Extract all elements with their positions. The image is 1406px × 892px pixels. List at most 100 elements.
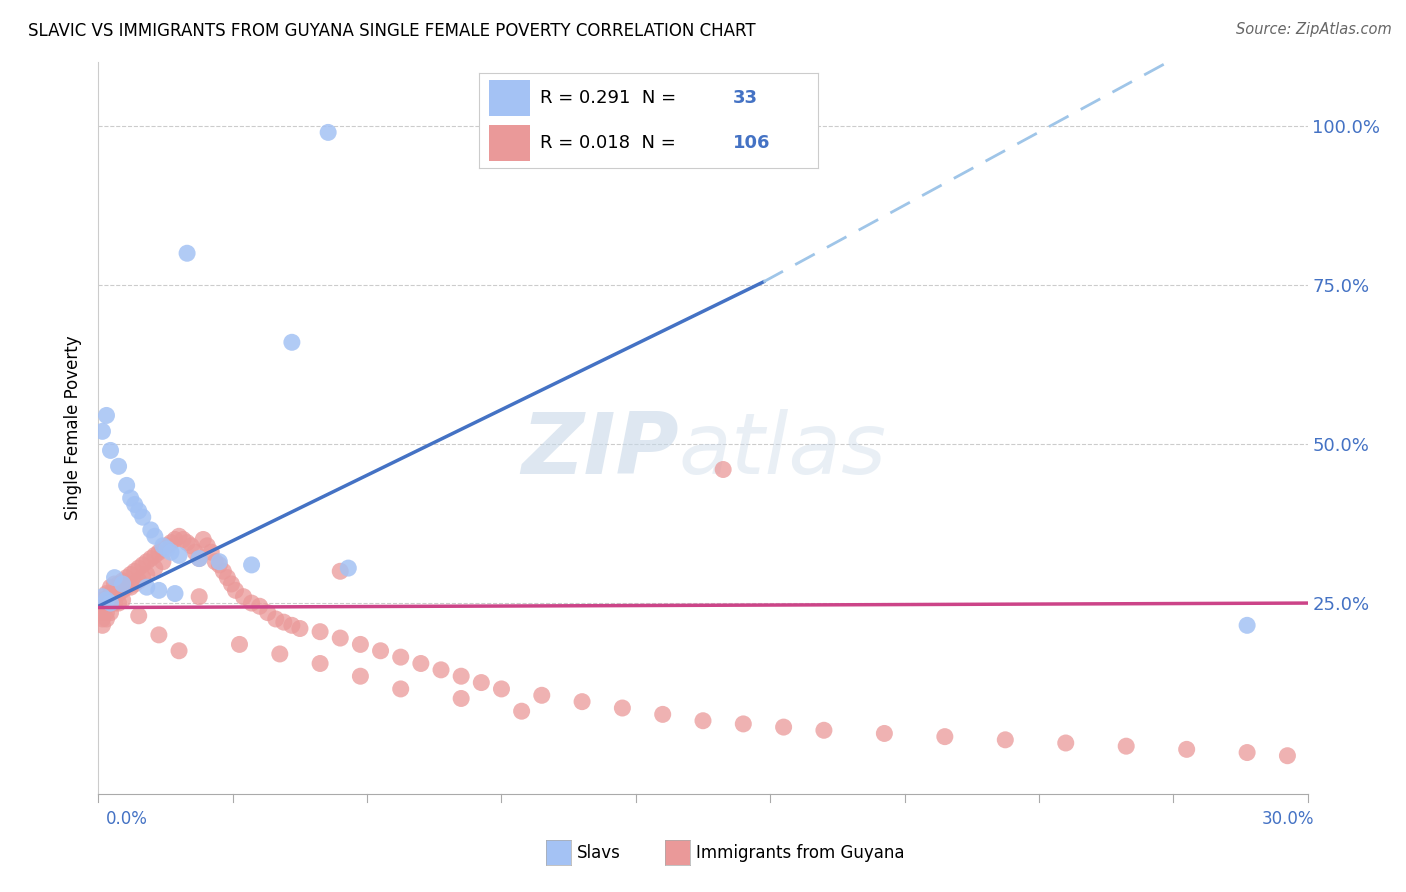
Point — [96, 409, 118, 423]
Text: 0.0%: 0.0% — [105, 810, 148, 828]
Text: 30.0%: 30.0% — [1263, 810, 1315, 828]
Point — [273, 615, 295, 629]
Point — [128, 608, 150, 623]
Text: atlas: atlas — [679, 409, 887, 491]
Point — [316, 125, 339, 139]
Point — [100, 606, 122, 620]
Point — [772, 720, 794, 734]
Point — [96, 612, 118, 626]
Point — [128, 561, 150, 575]
Point — [337, 561, 360, 575]
Point — [994, 732, 1017, 747]
Point — [91, 612, 114, 626]
Text: Source: ZipAtlas.com: Source: ZipAtlas.com — [1236, 22, 1392, 37]
Point — [184, 545, 207, 559]
Point — [692, 714, 714, 728]
Point — [103, 577, 125, 591]
Point — [100, 443, 122, 458]
Point — [91, 425, 114, 439]
Point — [91, 590, 114, 604]
Point — [309, 657, 332, 671]
Point — [281, 618, 304, 632]
Point — [450, 669, 472, 683]
Point — [96, 593, 118, 607]
Point — [132, 571, 155, 585]
Point — [240, 596, 263, 610]
Point — [269, 647, 291, 661]
Point — [100, 596, 122, 610]
Point — [612, 701, 634, 715]
Point — [172, 533, 194, 547]
Point — [180, 539, 202, 553]
Point — [491, 681, 513, 696]
Point — [115, 478, 138, 492]
Point — [107, 586, 129, 600]
Point — [91, 599, 114, 614]
Point — [1236, 746, 1258, 760]
Point — [409, 657, 432, 671]
Point — [135, 555, 157, 569]
Point — [120, 580, 142, 594]
Point — [349, 669, 371, 683]
Point — [195, 539, 218, 553]
Point — [370, 644, 392, 658]
Point — [148, 545, 170, 559]
Point — [160, 535, 183, 549]
Point — [103, 571, 125, 585]
Point — [200, 545, 222, 559]
Point — [430, 663, 453, 677]
Text: Slavs: Slavs — [576, 844, 620, 862]
Point — [813, 723, 835, 738]
Point — [1054, 736, 1077, 750]
Point — [167, 644, 190, 658]
Point — [156, 539, 179, 553]
Point — [450, 691, 472, 706]
Point — [91, 618, 114, 632]
Point — [111, 574, 134, 588]
Point — [389, 681, 412, 696]
Point — [249, 599, 271, 614]
Point — [132, 558, 155, 572]
Point — [139, 523, 162, 537]
Point — [143, 549, 166, 563]
Text: SLAVIC VS IMMIGRANTS FROM GUYANA SINGLE FEMALE POVERTY CORRELATION CHART: SLAVIC VS IMMIGRANTS FROM GUYANA SINGLE … — [28, 22, 756, 40]
Point — [1277, 748, 1299, 763]
Point — [148, 628, 170, 642]
Point — [208, 558, 231, 572]
Text: ZIP: ZIP — [522, 409, 679, 491]
Point — [1115, 739, 1137, 754]
Point — [217, 571, 239, 585]
Point — [752, 125, 775, 139]
Point — [96, 586, 118, 600]
Point — [256, 606, 278, 620]
Point — [389, 650, 412, 665]
Point — [470, 675, 492, 690]
Point — [733, 717, 755, 731]
Y-axis label: Single Female Poverty: Single Female Poverty — [65, 336, 83, 520]
Point — [934, 730, 956, 744]
Point — [711, 462, 734, 476]
Point — [163, 533, 186, 547]
Point — [224, 583, 246, 598]
Point — [1236, 618, 1258, 632]
Point — [176, 535, 198, 549]
Point — [329, 564, 352, 578]
Point — [510, 704, 533, 718]
Point — [204, 555, 226, 569]
Point — [124, 564, 146, 578]
Point — [96, 606, 118, 620]
Point — [156, 541, 179, 556]
Point — [128, 504, 150, 518]
Point — [193, 533, 215, 547]
Point — [232, 590, 254, 604]
Point — [124, 498, 146, 512]
Point — [148, 583, 170, 598]
Point — [91, 593, 114, 607]
Point — [152, 541, 174, 556]
Point — [103, 596, 125, 610]
Point — [120, 567, 142, 582]
Text: Immigrants from Guyana: Immigrants from Guyana — [696, 844, 904, 862]
Point — [160, 545, 183, 559]
Point — [212, 564, 235, 578]
Point — [135, 580, 157, 594]
